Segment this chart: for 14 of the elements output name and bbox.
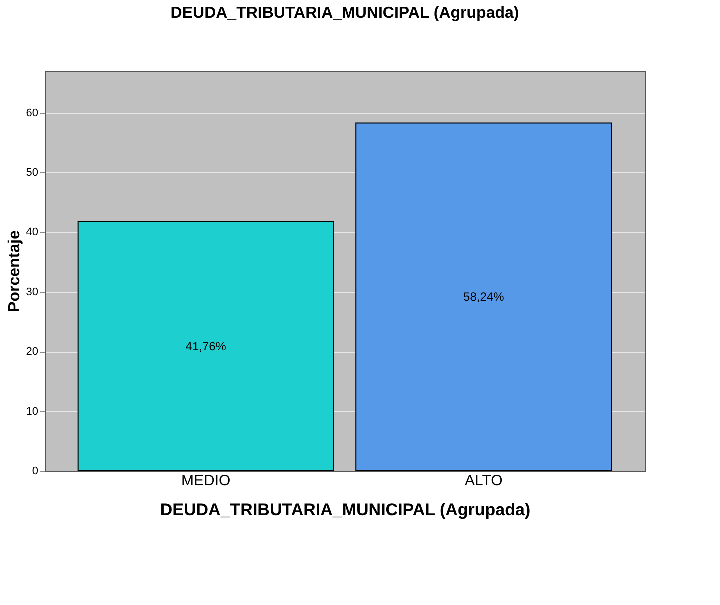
- y-tick-label: 10: [26, 406, 38, 418]
- y-tick-label: 20: [26, 346, 38, 358]
- y-tick-label: 60: [26, 107, 38, 120]
- x-tick-label: MEDIO: [182, 472, 231, 490]
- y-tick-label: 30: [26, 286, 38, 298]
- y-tick-label: 40: [26, 226, 38, 239]
- data-label: 58,24%: [464, 290, 505, 304]
- data-label: 41,76%: [186, 339, 227, 354]
- x-tick-label: ALTO: [464, 472, 503, 490]
- x-axis-title: DEUDA_TRIBUTARIA_MUNICIPAL (Agrupada): [160, 500, 531, 520]
- y-tick-label: 0: [32, 466, 38, 478]
- y-axis-title: Porcentaje: [6, 230, 24, 312]
- chart-title: DEUDA_TRIBUTARIA_MUNICIPAL (Agrupada): [170, 5, 520, 22]
- y-tick-label: 50: [26, 166, 38, 179]
